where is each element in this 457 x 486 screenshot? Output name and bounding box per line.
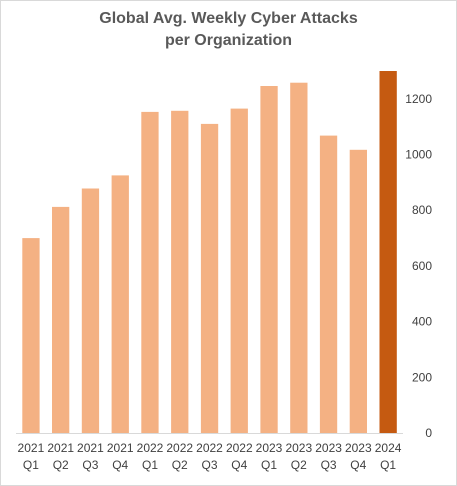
x-tick-label-year: 2021 bbox=[18, 441, 45, 455]
x-tick-label-quarter: Q1 bbox=[142, 458, 158, 472]
x-tick-label-quarter: Q1 bbox=[23, 458, 39, 472]
x-tick-label-year: 2022 bbox=[166, 441, 193, 455]
bar-2021-q1 bbox=[22, 238, 40, 433]
bar-2022-q3 bbox=[200, 123, 219, 434]
bar-2021-q3 bbox=[81, 188, 100, 433]
y-tick-label: 800 bbox=[412, 203, 432, 217]
x-tick-label-quarter: Q1 bbox=[261, 458, 277, 472]
x-tick-label-year: 2024 bbox=[375, 441, 402, 455]
x-tick-label-year: 2021 bbox=[77, 441, 104, 455]
bar-2022-q1 bbox=[141, 111, 159, 434]
y-tick-label: 0 bbox=[425, 426, 432, 440]
y-tick-label: 600 bbox=[412, 259, 432, 273]
x-tick-label-quarter: Q2 bbox=[53, 458, 69, 472]
x-tick-label-quarter: Q3 bbox=[321, 458, 337, 472]
bar-2022-q4 bbox=[230, 108, 248, 433]
x-tick-label-year: 2022 bbox=[196, 441, 223, 455]
x-tick-label-year: 2023 bbox=[315, 441, 342, 455]
chart-title-line-1: Global Avg. Weekly Cyber Attacks bbox=[99, 10, 358, 27]
x-tick-label-year: 2021 bbox=[47, 441, 74, 455]
bar-2022-q2 bbox=[171, 110, 189, 434]
x-tick-label-year: 2023 bbox=[285, 441, 312, 455]
x-tick-label-quarter: Q4 bbox=[231, 458, 247, 472]
bar-2023-q4 bbox=[349, 149, 367, 434]
x-tick-label-year: 2023 bbox=[256, 441, 283, 455]
x-tick-label-year: 2022 bbox=[226, 441, 253, 455]
chart-title: Global Avg. Weekly Cyber Attacks per Org… bbox=[0, 8, 457, 52]
x-tick-label-quarter: Q1 bbox=[380, 458, 396, 472]
bar-2023-q2 bbox=[290, 82, 308, 433]
x-tick-label-quarter: Q4 bbox=[350, 458, 366, 472]
x-tick-label-year: 2023 bbox=[345, 441, 372, 455]
bar-2023-q1 bbox=[260, 86, 278, 433]
x-tick-label-year: 2021 bbox=[107, 441, 134, 455]
y-tick-label: 1200 bbox=[405, 92, 432, 106]
x-tick-label-quarter: Q2 bbox=[291, 458, 307, 472]
x-tick-label-quarter: Q2 bbox=[172, 458, 188, 472]
bar-2024-q1 bbox=[379, 71, 397, 433]
x-tick-label-quarter: Q3 bbox=[82, 458, 98, 472]
bar-2023-q3 bbox=[319, 135, 338, 433]
y-tick-label: 400 bbox=[412, 315, 432, 329]
x-tick-label-quarter: Q3 bbox=[201, 458, 217, 472]
chart-title-line-2: per Organization bbox=[164, 32, 293, 49]
x-tick-label-quarter: Q4 bbox=[112, 458, 128, 472]
bar-2021-q4 bbox=[111, 175, 129, 433]
bar-2021-q2 bbox=[52, 206, 70, 433]
y-tick-label: 1000 bbox=[405, 148, 432, 162]
y-tick-label: 200 bbox=[412, 370, 432, 384]
x-tick-label-year: 2022 bbox=[137, 441, 164, 455]
